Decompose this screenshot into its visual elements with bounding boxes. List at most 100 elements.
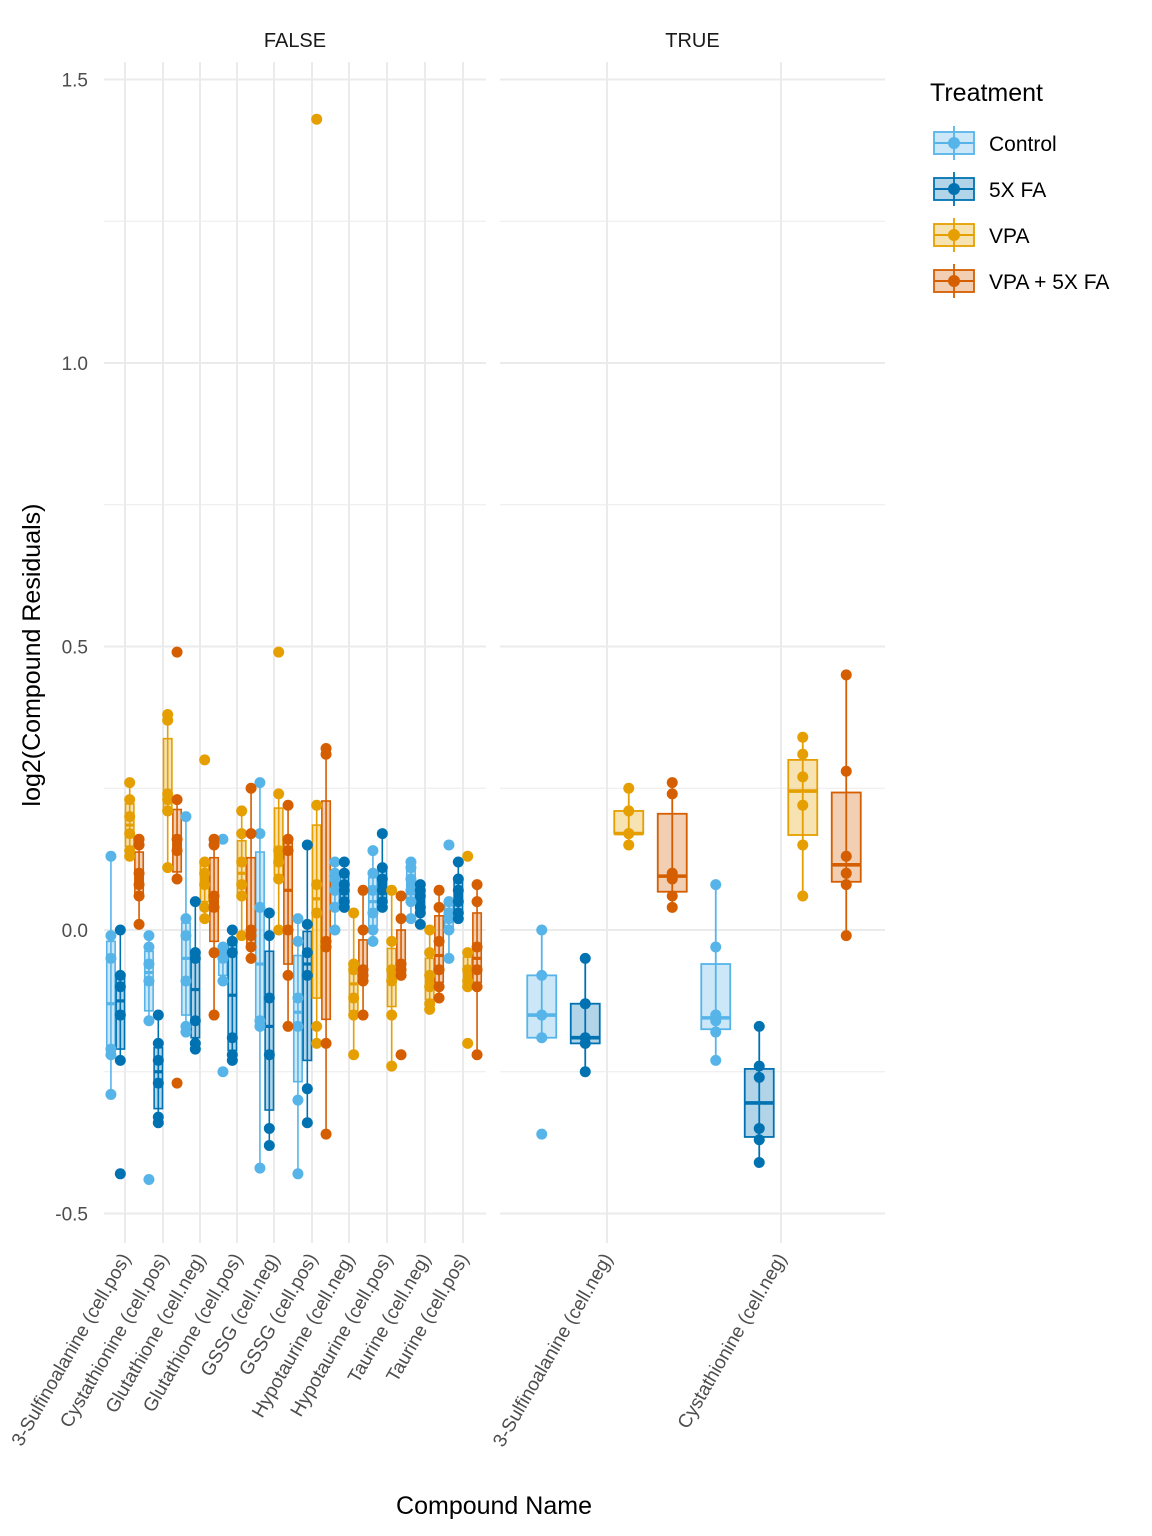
data-point — [320, 1037, 332, 1049]
data-point — [367, 884, 379, 896]
data-point — [386, 884, 398, 896]
data-point — [357, 924, 369, 936]
data-point — [199, 867, 211, 879]
data-point — [579, 952, 591, 964]
data-point — [171, 1077, 183, 1089]
x-axis-ticks: 3-Sulfinoalanine (cell.pos)Cystathionine… — [8, 1250, 791, 1451]
data-point — [797, 839, 809, 851]
data-point — [443, 896, 455, 908]
data-point — [254, 777, 266, 789]
data-point — [236, 828, 248, 840]
data-point — [263, 907, 275, 919]
data-point — [124, 850, 136, 862]
data-point — [329, 901, 341, 913]
y-tick-label: 0.5 — [62, 638, 88, 659]
data-point — [666, 873, 678, 885]
data-point — [348, 1009, 360, 1021]
data-point — [395, 969, 407, 981]
data-point — [329, 873, 341, 885]
point-layer — [105, 113, 852, 1185]
data-point — [376, 828, 388, 840]
data-point — [189, 952, 201, 964]
data-point — [367, 924, 379, 936]
data-point — [152, 1009, 164, 1021]
data-point — [282, 833, 294, 845]
data-point — [114, 1168, 126, 1180]
data-point — [301, 918, 313, 930]
data-point — [217, 975, 229, 987]
data-point — [536, 924, 548, 936]
data-point — [414, 907, 426, 919]
data-point — [710, 1015, 722, 1027]
legend-key-point — [948, 183, 960, 195]
data-point — [357, 1009, 369, 1021]
data-point — [236, 879, 248, 891]
data-point — [199, 879, 211, 891]
data-point — [189, 896, 201, 908]
data-point — [320, 941, 332, 953]
data-point — [443, 952, 455, 964]
data-point — [471, 981, 483, 993]
data-point — [329, 924, 341, 936]
data-point — [152, 1037, 164, 1049]
data-point — [357, 884, 369, 896]
data-point — [162, 862, 174, 874]
data-point — [710, 1026, 722, 1038]
x-tick-label: Cystathionine (cell.neg) — [674, 1250, 791, 1432]
data-point — [282, 799, 294, 811]
box-iqr — [283, 841, 294, 965]
legend-item: VPA + 5X FA — [933, 264, 1109, 298]
data-point — [133, 918, 145, 930]
legend-item: VPA — [933, 218, 1029, 252]
data-point — [226, 924, 238, 936]
data-point — [452, 873, 464, 885]
y-tick-label: -0.5 — [55, 1205, 88, 1226]
data-point — [143, 930, 155, 942]
box-iqr — [264, 950, 275, 1111]
data-point — [840, 930, 852, 942]
facet-strip-label: TRUE — [665, 30, 719, 52]
data-point — [666, 901, 678, 913]
data-point — [471, 941, 483, 953]
data-point — [114, 1009, 126, 1021]
data-point — [171, 873, 183, 885]
legend-title: Treatment — [930, 79, 1043, 107]
data-point — [424, 981, 436, 993]
data-point — [236, 805, 248, 817]
data-point — [245, 930, 257, 942]
data-point — [433, 901, 445, 913]
data-point — [433, 935, 445, 947]
data-point — [133, 890, 145, 902]
data-point — [143, 1173, 155, 1185]
data-point — [386, 975, 398, 987]
data-point — [236, 856, 248, 868]
data-point — [753, 1060, 765, 1072]
y-tick-label: 1.0 — [62, 354, 88, 375]
facet-strip-label: FALSE — [264, 30, 326, 52]
data-point — [143, 975, 155, 987]
data-point — [405, 884, 417, 896]
data-point — [254, 1162, 266, 1174]
data-point — [433, 964, 445, 976]
data-point — [217, 1066, 229, 1078]
legend-label: VPA — [989, 225, 1029, 248]
data-point — [105, 952, 117, 964]
data-point — [292, 1020, 304, 1032]
data-point — [171, 646, 183, 658]
data-point — [338, 856, 350, 868]
data-point — [405, 873, 417, 885]
data-point — [143, 1015, 155, 1027]
data-point — [208, 947, 220, 959]
legend-items: Control 5X FA VPA VPA + 5X FA — [933, 126, 1109, 298]
data-point — [114, 981, 126, 993]
data-point — [301, 1083, 313, 1095]
data-point — [199, 913, 211, 925]
data-point — [236, 930, 248, 942]
data-point — [254, 828, 266, 840]
data-point — [395, 890, 407, 902]
data-point — [376, 884, 388, 896]
data-point — [152, 1117, 164, 1129]
data-point — [338, 901, 350, 913]
data-point — [348, 907, 360, 919]
